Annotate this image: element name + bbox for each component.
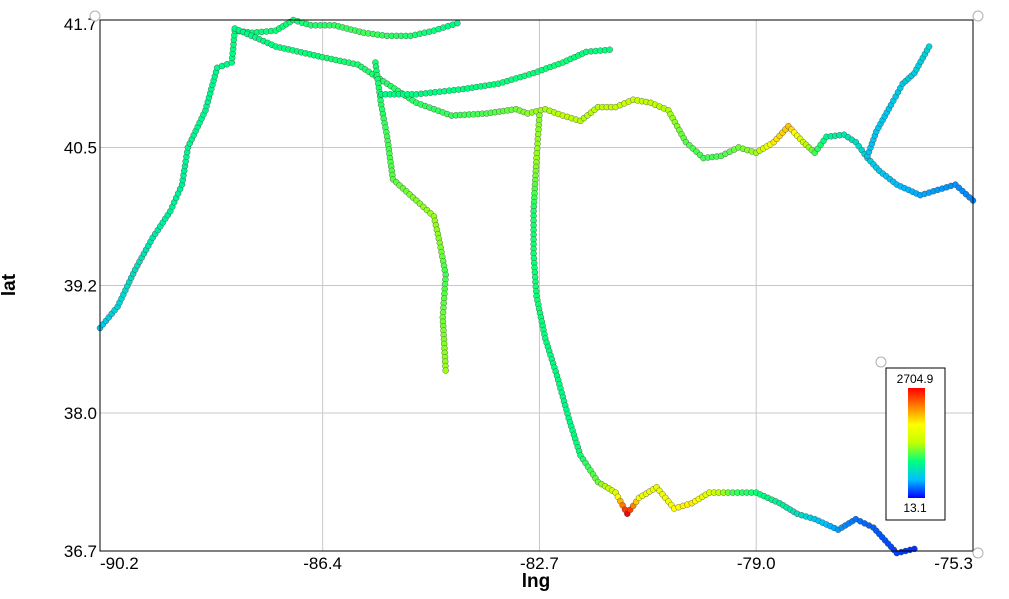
x-tick-label: -90.2 — [100, 554, 139, 573]
colorbar-handle[interactable] — [875, 356, 887, 368]
plot-frame — [99, 19, 974, 552]
series-track — [530, 112, 918, 557]
corner-handle-top-left[interactable] — [89, 10, 101, 22]
data-point — [442, 367, 449, 374]
y-tick-label: 40.5 — [64, 138, 97, 157]
x-tick-label: -86.4 — [303, 554, 342, 573]
y-tick-labels: 36.7 38.0 39.2 40.5 41.7 — [64, 15, 97, 561]
data-point — [911, 545, 918, 553]
colorbar-gradient — [908, 388, 925, 498]
x-tick-labels: -90.2 -86.4 -82.7 -79.0 -75.3 — [100, 554, 973, 573]
series-track — [372, 59, 449, 374]
data-point — [606, 46, 613, 53]
corner-handle-bottom-right[interactable] — [972, 547, 984, 559]
x-tick-label: -79.0 — [737, 554, 776, 573]
y-tick-label: 38.0 — [64, 404, 97, 423]
series-layer — [96, 16, 977, 557]
data-point — [454, 20, 461, 27]
series-track — [864, 43, 933, 160]
data-point — [925, 43, 933, 50]
colorbar[interactable]: 2704.9 13.1 — [875, 356, 946, 521]
y-tick-label: 41.7 — [64, 15, 97, 34]
colorbar-min-label: 13.1 — [903, 501, 927, 515]
y-axis-title: lat — [0, 273, 20, 296]
corner-handle-top-right[interactable] — [972, 10, 984, 22]
series-track — [96, 16, 461, 332]
x-tick-label: -75.3 — [934, 554, 973, 573]
x-axis-title: lng — [522, 571, 551, 592]
x-tick-label: -82.7 — [520, 554, 559, 573]
y-tick-label: 36.7 — [64, 542, 97, 561]
colorbar-max-label: 2704.9 — [897, 372, 934, 386]
y-tick-label: 39.2 — [64, 277, 97, 296]
series-track — [378, 46, 613, 98]
series-track — [231, 25, 977, 204]
